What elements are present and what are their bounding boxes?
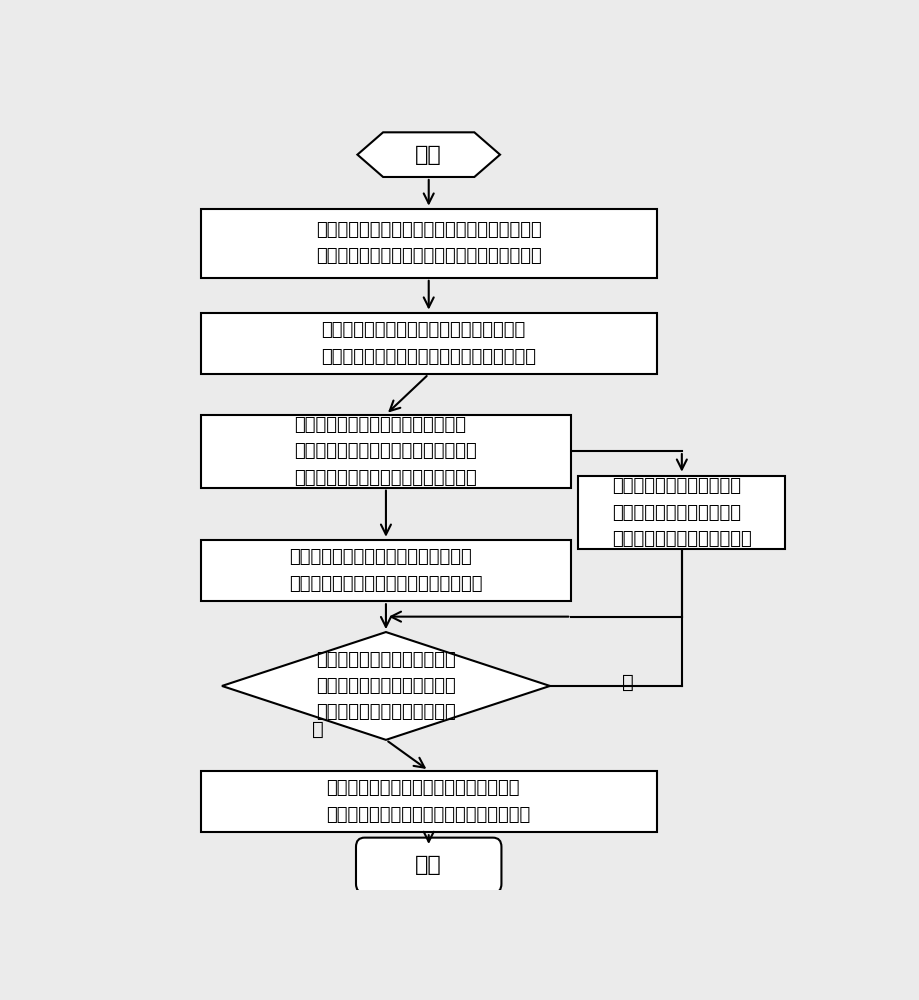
Text: 先采集拉索的时域振动信号，再将采集到的时域
振动信号进行调理，以获得时域振动响应信号。: 先采集拉索的时域振动信号，再将采集到的时域 振动信号进行调理，以获得时域振动响应… [315, 221, 541, 265]
Text: 是: 是 [312, 720, 323, 739]
Text: 结束: 结束 [414, 855, 442, 875]
Text: 将获得的时域波形信号进行小波包重
构，然后对信号进行自功率谱谱重叠相
乘处理，以获得关于拉索的第二谱图。: 将获得的时域波形信号进行小波包重 构，然后对信号进行自功率谱谱重叠相 乘处理，以… [294, 416, 477, 487]
Text: 否: 否 [622, 673, 633, 692]
FancyBboxPatch shape [200, 209, 656, 278]
FancyBboxPatch shape [200, 540, 571, 601]
Text: 判断第二频谱所确定的频率值
在一定容许范围条件下，在第
一谱图上是否存在明显幅值；: 判断第二频谱所确定的频率值 在一定容许范围条件下，在第 一谱图上是否存在明显幅值… [316, 651, 455, 721]
FancyBboxPatch shape [200, 771, 656, 832]
Text: 选取第二谱图中幅值最大位
置相邻幅值明显处所对应的
频率值作为拉索谐波频率值。: 选取第二谱图中幅值最大位 置相邻幅值明显处所对应的 频率值作为拉索谐波频率值。 [611, 477, 751, 548]
Text: 确定所述第二频谱所确定的频率值为拉索
低阶谐波频率，再通过换算获得拉索基频；: 确定所述第二频谱所确定的频率值为拉索 低阶谐波频率，再通过换算获得拉索基频； [326, 779, 530, 824]
Text: 比较第一、第二谱图，选取第二谱图中
幅值最大位置处对应的拉索谐波频率值；: 比较第一、第二谱图，选取第二谱图中 幅值最大位置处对应的拉索谐波频率值； [289, 548, 482, 593]
FancyBboxPatch shape [578, 476, 784, 549]
Text: 开始: 开始 [414, 145, 442, 165]
Text: 将获得的时域波形信号经过预处理和自功率
谱分析，以获得包含有拉索基频的第一谱图。: 将获得的时域波形信号经过预处理和自功率 谱分析，以获得包含有拉索基频的第一谱图。 [321, 321, 536, 366]
FancyBboxPatch shape [200, 313, 656, 374]
FancyBboxPatch shape [356, 838, 501, 893]
Polygon shape [357, 132, 500, 177]
FancyBboxPatch shape [200, 415, 571, 488]
Polygon shape [221, 632, 550, 740]
